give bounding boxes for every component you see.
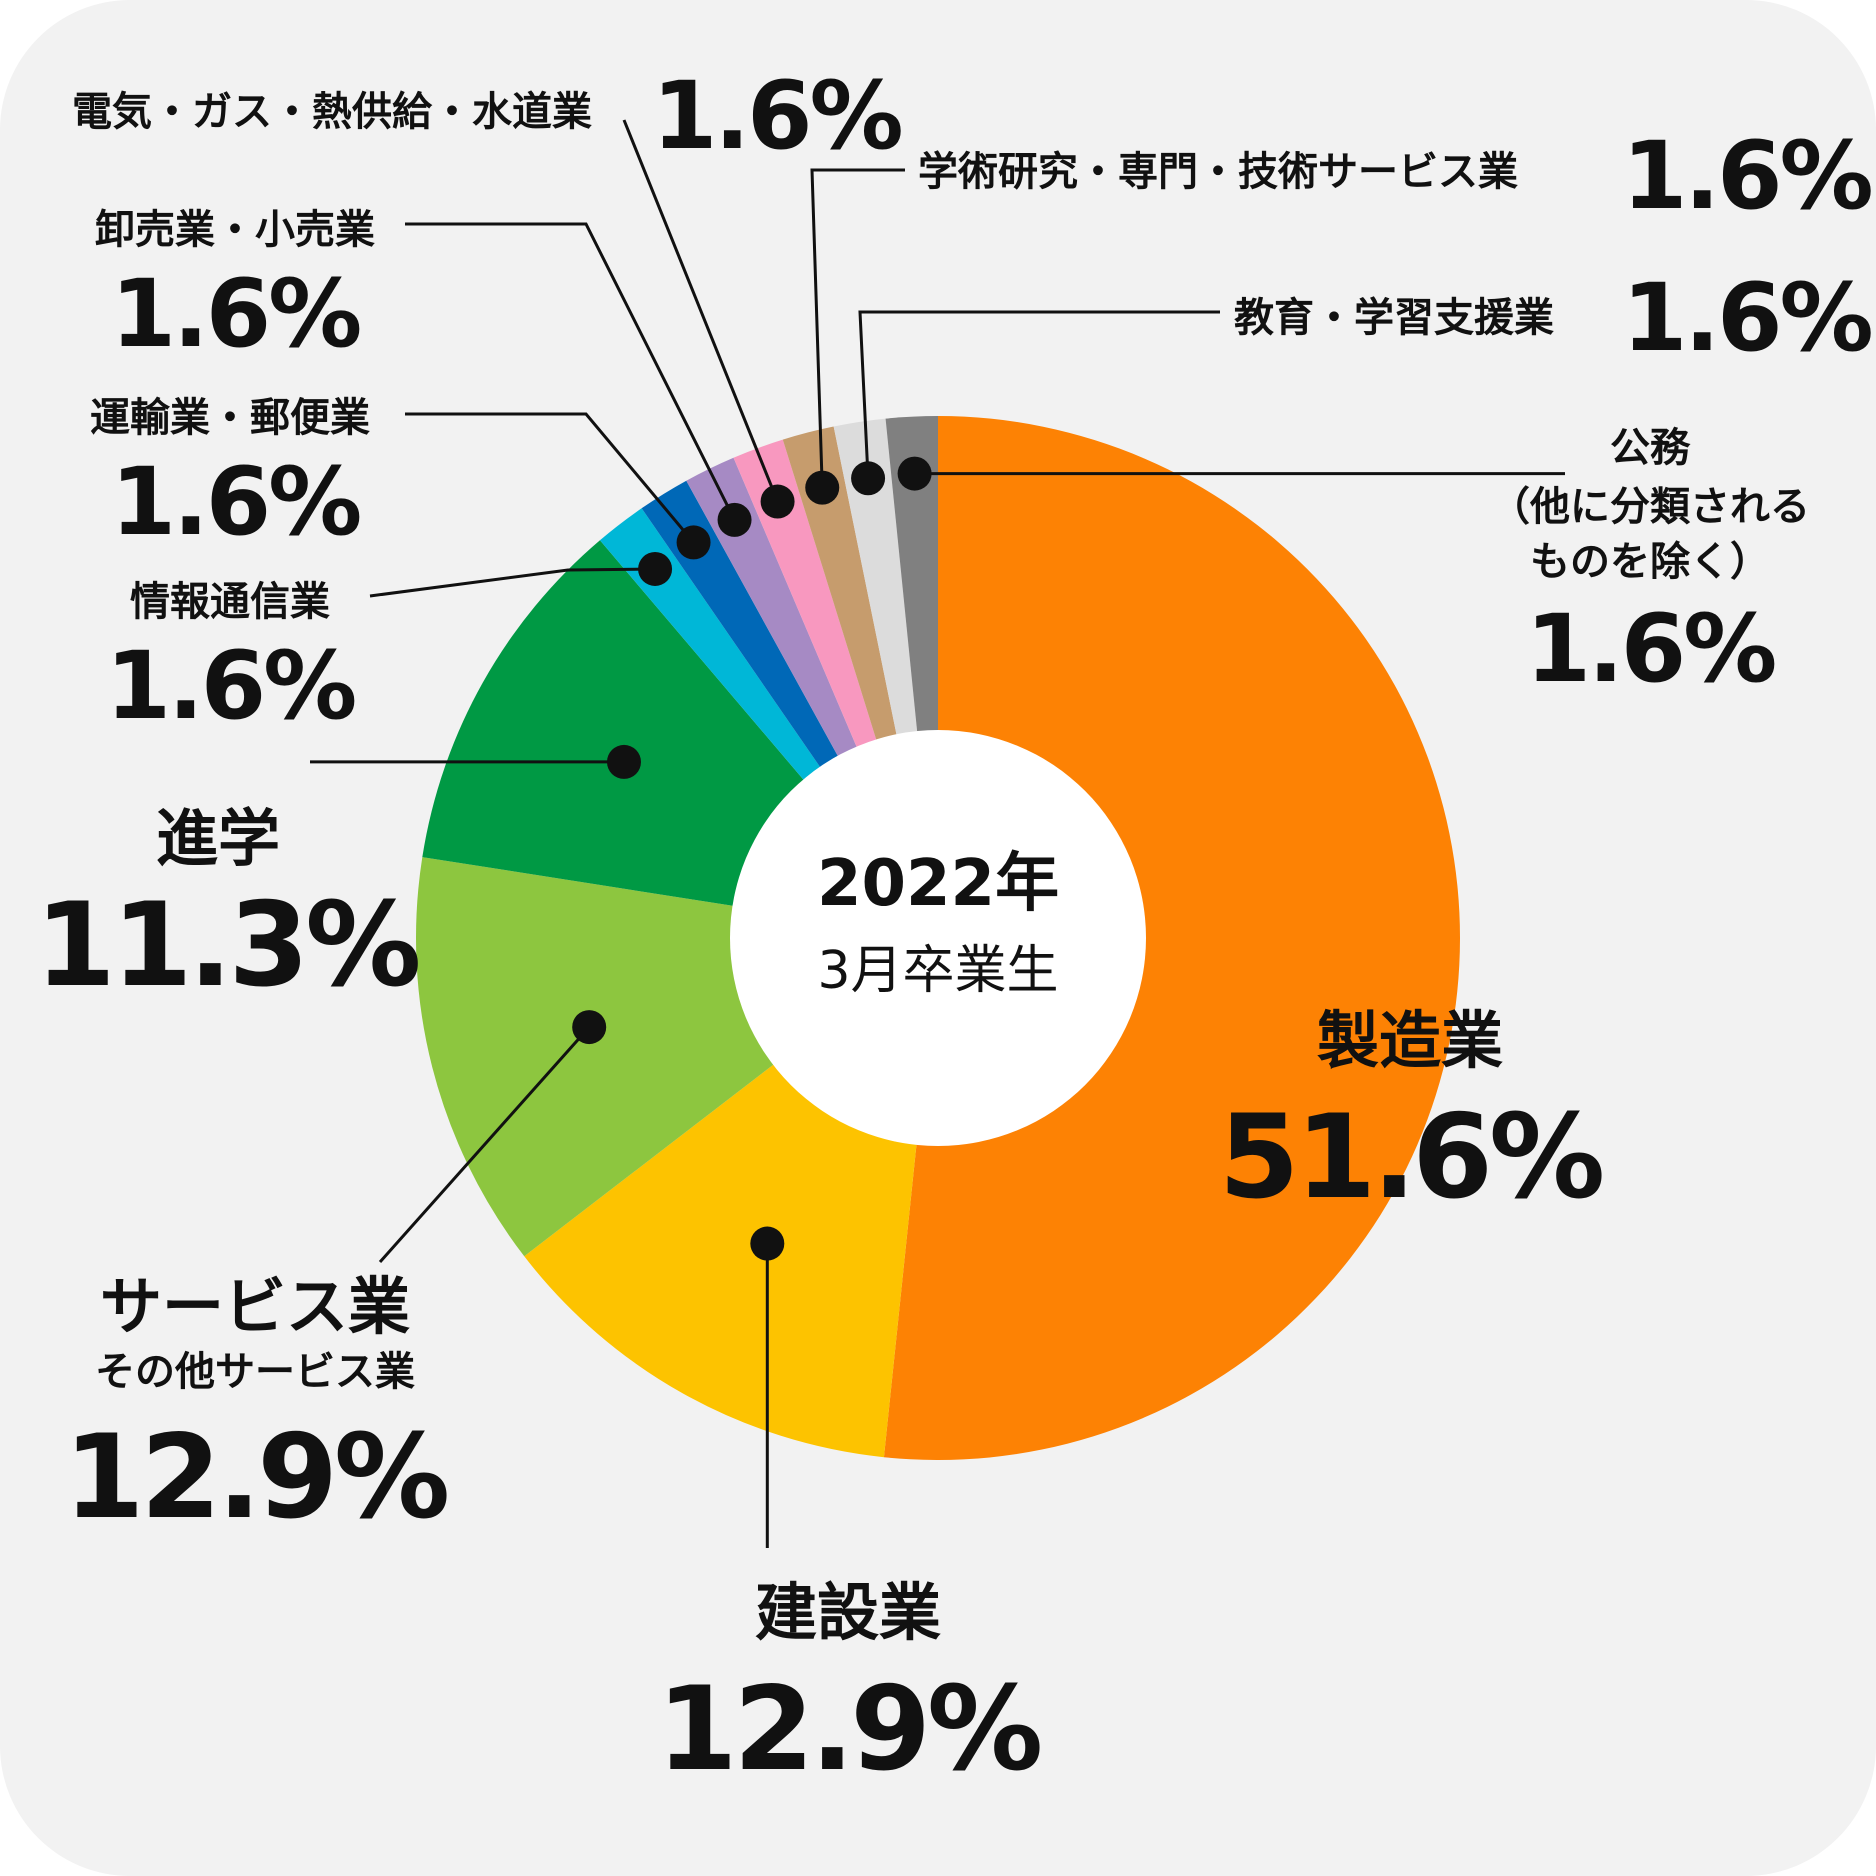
dot-utilities bbox=[760, 484, 795, 519]
dot-academic-research bbox=[805, 470, 840, 505]
value-info-comm: 1.6% bbox=[105, 632, 358, 741]
center-hole bbox=[730, 730, 1146, 1146]
label-transport-postal: 運輸業・郵便業 bbox=[90, 395, 370, 441]
center-subtitle: 3月卒業生 bbox=[817, 941, 1059, 1001]
label-public-service-3: ものを除く） bbox=[1530, 539, 1770, 585]
value-utilities: 1.6% bbox=[652, 62, 904, 171]
value-transport-postal: 1.6% bbox=[110, 448, 363, 557]
leader-info-comm bbox=[369, 567, 656, 598]
dot-wholesale-retail bbox=[717, 502, 752, 537]
label-wholesale-retail: 卸売業・小売業 bbox=[95, 207, 375, 253]
value-manufacturing: 51.6% bbox=[1218, 1090, 1605, 1225]
label-public-service-2: （他に分類される bbox=[1490, 484, 1810, 530]
dot-further-study bbox=[606, 744, 641, 779]
dot-construction bbox=[750, 1226, 785, 1261]
label-utilities: 電気・ガス・熱供給・水道業 bbox=[72, 89, 592, 135]
leader-education bbox=[858, 310, 1220, 479]
leader-service bbox=[378, 1026, 591, 1263]
label-academic-research: 学術研究・専門・技術サービス業 bbox=[918, 149, 1518, 195]
center-title: 2022年 bbox=[816, 847, 1060, 921]
label-info-comm: 情報通信業 bbox=[130, 579, 330, 625]
label-construction: 建設業 bbox=[754, 1576, 941, 1649]
value-service: 12.9% bbox=[63, 1410, 450, 1545]
sublabel-service: その他サービス業 bbox=[95, 1349, 415, 1395]
value-education: 1.6% bbox=[1622, 264, 1874, 373]
leader-academic-research bbox=[810, 168, 905, 488]
dot-education bbox=[851, 461, 886, 496]
slice-manufacturing bbox=[883, 416, 1460, 1460]
value-construction: 12.9% bbox=[656, 1662, 1043, 1797]
leader-wholesale-retail bbox=[405, 222, 736, 521]
label-education: 教育・学習支援業 bbox=[1234, 295, 1554, 341]
dot-public-service bbox=[897, 456, 932, 491]
value-public-service: 1.6% bbox=[1525, 595, 1778, 704]
value-wholesale-retail: 1.6% bbox=[110, 260, 363, 369]
dot-transport-postal bbox=[676, 525, 711, 560]
leader-lines bbox=[310, 119, 1565, 1548]
label-public-service-1: 公務 bbox=[1610, 425, 1690, 471]
label-manufacturing: 製造業 bbox=[1316, 1004, 1503, 1077]
value-academic-research: 1.6% bbox=[1622, 122, 1874, 231]
leader-transport-postal bbox=[405, 412, 695, 544]
leader-utilities bbox=[622, 119, 779, 503]
dot-service bbox=[572, 1010, 607, 1045]
dot-info-comm bbox=[638, 551, 673, 586]
label-service: サービス業 bbox=[99, 1270, 410, 1343]
value-further-study: 11.3% bbox=[35, 878, 421, 1013]
leader-dots bbox=[572, 456, 932, 1261]
label-further-study: 進学 bbox=[155, 802, 280, 875]
